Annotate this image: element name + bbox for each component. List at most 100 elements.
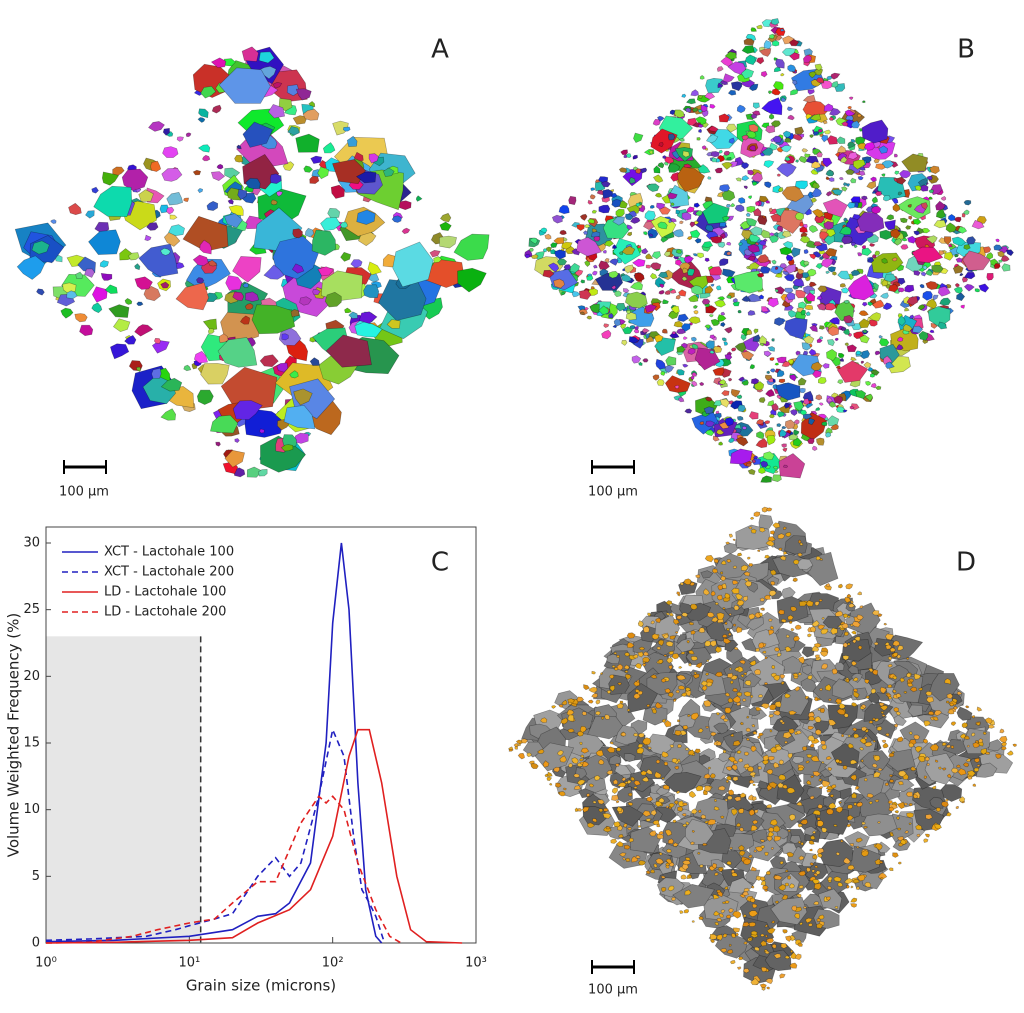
particle: [75, 271, 83, 279]
particle: [622, 288, 630, 294]
particle: [788, 620, 793, 624]
particle: [730, 202, 736, 208]
particle: [865, 380, 872, 386]
particle: [618, 167, 627, 173]
particle: [764, 420, 770, 425]
particle: [740, 334, 747, 341]
particle: [743, 248, 754, 256]
particle: [576, 236, 602, 257]
particle: [890, 228, 901, 239]
particle: [724, 51, 737, 60]
particle: [887, 684, 893, 689]
particle: [694, 347, 721, 371]
particle: [124, 335, 137, 345]
particle: [901, 153, 929, 173]
particle: [693, 304, 698, 309]
particle: [354, 321, 383, 338]
particle: [340, 251, 352, 262]
particle: [1006, 750, 1014, 756]
particle: [747, 255, 756, 262]
particle: [861, 302, 868, 307]
particle: [621, 339, 628, 346]
particle: [665, 356, 677, 366]
particle: [671, 653, 680, 660]
particle: [726, 251, 732, 256]
particle: [192, 169, 202, 176]
particle: [900, 244, 909, 250]
particle: [676, 591, 681, 595]
particle: [917, 304, 926, 311]
particle: [832, 271, 837, 276]
particle: [840, 156, 848, 164]
particle: [687, 347, 696, 355]
particle: [885, 361, 895, 369]
particle: [741, 425, 748, 430]
particle: [734, 204, 745, 213]
particle: [746, 737, 750, 741]
particle: [757, 780, 769, 790]
particle: [862, 329, 868, 334]
particle: [736, 966, 742, 970]
particle: [613, 651, 617, 655]
particle: [971, 715, 976, 719]
particle: [912, 325, 924, 334]
particle: [821, 616, 825, 620]
particle: [709, 236, 723, 244]
particle: [821, 827, 828, 833]
particle: [782, 929, 788, 934]
particle: [765, 870, 771, 876]
particle: [218, 67, 271, 104]
particle: [534, 251, 545, 260]
particle: [818, 402, 824, 406]
particle: [754, 241, 760, 246]
particle: [691, 830, 695, 833]
particle: [724, 353, 733, 361]
particle: [646, 704, 651, 708]
particle: [573, 773, 580, 778]
particle: [800, 677, 817, 693]
particle: [539, 227, 548, 233]
particle: [584, 260, 591, 268]
particle: [966, 236, 976, 245]
particle: [826, 808, 834, 815]
particle: [508, 748, 514, 752]
particle: [816, 437, 825, 446]
particle: [993, 263, 1001, 270]
particle: [245, 291, 260, 302]
particle: [760, 460, 769, 468]
particle: [110, 343, 130, 360]
particle: [850, 241, 857, 247]
particle: [787, 829, 792, 833]
particle: [770, 18, 780, 26]
particle: [689, 229, 701, 239]
particle: [642, 705, 668, 726]
particle: [884, 782, 889, 787]
particle: [714, 299, 726, 308]
particle: [608, 258, 619, 266]
particle: [860, 195, 868, 201]
particle: [558, 704, 564, 708]
particle: [758, 467, 766, 474]
particle: [737, 197, 746, 204]
particle: [210, 414, 239, 434]
particle: [687, 268, 695, 277]
particle: [554, 249, 566, 260]
particle: [897, 191, 903, 196]
particle: [668, 163, 681, 173]
particle: [699, 421, 705, 426]
particle: [549, 782, 553, 786]
particle: [754, 946, 760, 952]
particle: [553, 766, 560, 773]
particle: [784, 264, 797, 274]
particle: [701, 145, 707, 150]
particle: [828, 116, 834, 121]
particle: [635, 168, 642, 175]
particle: [735, 436, 749, 447]
particle: [661, 776, 665, 780]
particle: [808, 71, 817, 79]
particle: [769, 265, 784, 275]
particle: [330, 184, 345, 199]
particle: [233, 467, 246, 478]
particle: [879, 860, 884, 864]
particle: [785, 634, 790, 638]
